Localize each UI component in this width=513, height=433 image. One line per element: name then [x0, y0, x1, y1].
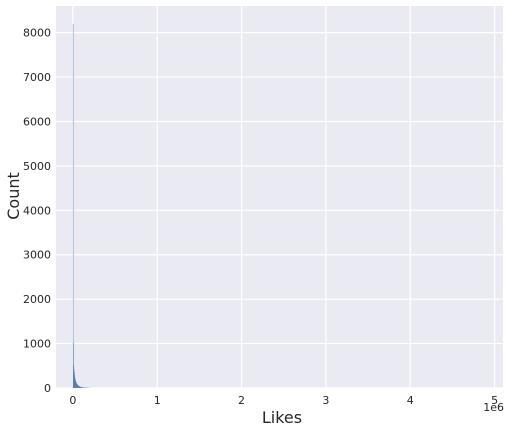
y-tick-labels: 0 1000 2000 3000 4000 5000 6000 7000 8000 — [23, 27, 51, 395]
y-tick-label: 3000 — [23, 249, 51, 262]
histogram-bars — [72, 23, 91, 388]
y-tick-label: 5000 — [23, 160, 51, 173]
plot-background — [56, 6, 503, 388]
y-tick-label: 7000 — [23, 71, 51, 84]
x-axis-label: Likes — [262, 408, 302, 427]
histogram-bar — [72, 23, 74, 388]
x-axis-offset-label: 1e6 — [483, 401, 504, 414]
x-tick-label: 5 — [491, 394, 498, 407]
y-axis-label: Count — [4, 172, 23, 220]
x-tick-labels: 0 1 2 3 4 5 — [69, 394, 498, 407]
y-tick-label: 8000 — [23, 27, 51, 40]
y-tick-label: 1000 — [23, 338, 51, 351]
x-tick-label: 1 — [154, 394, 161, 407]
x-tick-label: 0 — [69, 394, 76, 407]
y-tick-label: 2000 — [23, 293, 51, 306]
y-tick-label: 4000 — [23, 204, 51, 217]
y-tick-label: 6000 — [23, 115, 51, 128]
grid-lines — [56, 6, 503, 389]
x-tick-label: 3 — [322, 394, 329, 407]
x-tick-label: 4 — [407, 394, 414, 407]
y-tick-label: 0 — [44, 382, 51, 395]
x-tick-label: 2 — [238, 394, 245, 407]
